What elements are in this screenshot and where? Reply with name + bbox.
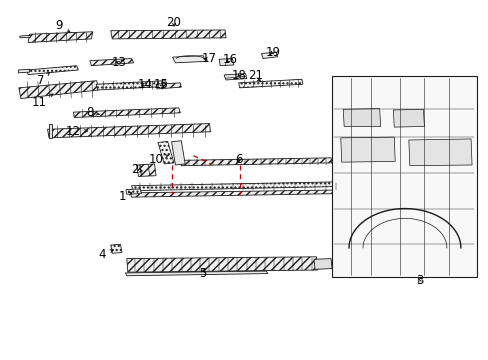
Text: 8: 8 bbox=[86, 106, 99, 120]
Polygon shape bbox=[392, 109, 424, 127]
Polygon shape bbox=[111, 30, 225, 39]
Polygon shape bbox=[172, 56, 205, 63]
Polygon shape bbox=[158, 141, 174, 164]
Polygon shape bbox=[111, 244, 122, 253]
Text: 14: 14 bbox=[137, 78, 152, 91]
Text: 7: 7 bbox=[37, 72, 49, 87]
Text: 3: 3 bbox=[415, 274, 422, 287]
Polygon shape bbox=[47, 123, 210, 138]
Text: 19: 19 bbox=[264, 46, 280, 59]
Polygon shape bbox=[125, 271, 267, 276]
Polygon shape bbox=[408, 139, 471, 166]
Polygon shape bbox=[126, 257, 317, 272]
Polygon shape bbox=[224, 73, 246, 80]
Text: 12: 12 bbox=[66, 125, 87, 138]
Text: 9: 9 bbox=[55, 19, 70, 32]
Polygon shape bbox=[136, 164, 156, 176]
Polygon shape bbox=[49, 123, 52, 138]
Polygon shape bbox=[171, 141, 185, 165]
Polygon shape bbox=[343, 109, 380, 126]
Text: 2: 2 bbox=[131, 163, 142, 176]
Polygon shape bbox=[20, 35, 30, 38]
Text: 20: 20 bbox=[166, 15, 181, 28]
Polygon shape bbox=[131, 182, 341, 191]
Polygon shape bbox=[219, 59, 233, 66]
Text: 21: 21 bbox=[247, 69, 262, 82]
Polygon shape bbox=[180, 158, 331, 166]
Circle shape bbox=[128, 190, 132, 193]
Polygon shape bbox=[19, 69, 30, 73]
Polygon shape bbox=[331, 76, 476, 277]
Polygon shape bbox=[340, 137, 394, 162]
Text: 1: 1 bbox=[118, 190, 131, 203]
Polygon shape bbox=[73, 108, 180, 117]
Text: 4: 4 bbox=[99, 248, 113, 261]
Text: 6: 6 bbox=[234, 153, 242, 166]
Text: 16: 16 bbox=[222, 53, 237, 66]
Text: 17: 17 bbox=[202, 52, 217, 65]
Text: 13: 13 bbox=[111, 56, 126, 69]
Text: 11: 11 bbox=[32, 94, 53, 109]
Text: 5: 5 bbox=[199, 267, 206, 280]
Polygon shape bbox=[27, 66, 78, 75]
Polygon shape bbox=[156, 83, 181, 89]
Polygon shape bbox=[238, 79, 302, 88]
Polygon shape bbox=[96, 81, 167, 90]
Polygon shape bbox=[19, 81, 99, 99]
Polygon shape bbox=[130, 190, 339, 197]
Polygon shape bbox=[313, 258, 331, 269]
Text: 10: 10 bbox=[148, 153, 168, 166]
Polygon shape bbox=[261, 52, 277, 59]
Polygon shape bbox=[90, 59, 133, 66]
Text: 15: 15 bbox=[153, 78, 168, 91]
Polygon shape bbox=[28, 32, 93, 42]
Polygon shape bbox=[125, 189, 141, 194]
Text: 18: 18 bbox=[231, 69, 245, 82]
Circle shape bbox=[134, 190, 138, 193]
